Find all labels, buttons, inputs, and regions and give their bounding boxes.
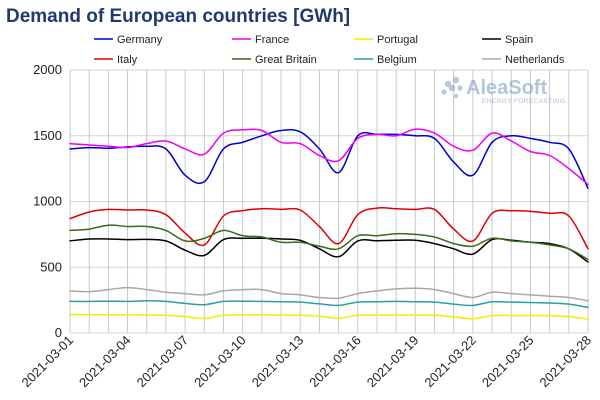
legend: Germany France Portugal Spain Italy Great Bri… bbox=[94, 34, 565, 66]
series-line-france bbox=[69, 128, 589, 186]
legend-item-germany: Germany bbox=[94, 34, 163, 46]
legend-item-france: France bbox=[232, 34, 289, 46]
legend-label: Netherlands bbox=[505, 54, 565, 66]
aleasoft-logo-icon bbox=[441, 76, 463, 99]
watermark-tagline: ENERGY FORECASTING bbox=[482, 98, 565, 105]
y-tick-label: 2000 bbox=[33, 62, 62, 77]
x-tick-label: 2021-03-28 bbox=[536, 333, 594, 391]
series-line-belgium bbox=[69, 300, 589, 309]
chart-title: Demand of European countries [GWh] bbox=[6, 6, 350, 27]
x-tick-label: 2021-03-10 bbox=[191, 333, 249, 391]
legend-item-portugal: Portugal bbox=[354, 34, 418, 46]
series-line-spain bbox=[69, 237, 589, 263]
x-tick-label: 2021-03-19 bbox=[364, 333, 422, 391]
y-axis-ticks: 0 500 1000 1500 2000 bbox=[33, 62, 62, 340]
x-tick-label: 2021-03-16 bbox=[306, 333, 364, 391]
x-tick-label: 2021-03-22 bbox=[421, 333, 479, 391]
legend-label: Germany bbox=[117, 34, 163, 46]
series-lines bbox=[69, 128, 589, 320]
legend-label: Italy bbox=[117, 54, 138, 66]
legend-item-belgium: Belgium bbox=[354, 54, 417, 66]
series-line-netherlands bbox=[69, 286, 589, 302]
x-tick-label: 2021-03-07 bbox=[134, 333, 192, 391]
x-tick-label: 2021-03-13 bbox=[249, 333, 307, 391]
series-line-great-britain bbox=[69, 224, 589, 261]
x-tick-label: 2021-03-25 bbox=[479, 333, 537, 391]
aleasoft-watermark: AleaSoft ENERGY FORECASTING bbox=[441, 76, 565, 105]
legend-item-spain: Spain bbox=[482, 34, 533, 46]
x-tick-label: 2021-03-04 bbox=[76, 333, 134, 391]
legend-item-netherlands: Netherlands bbox=[482, 54, 565, 66]
y-tick-label: 1500 bbox=[33, 128, 62, 143]
legend-label: Belgium bbox=[377, 54, 417, 66]
y-tick-label: 0 bbox=[55, 325, 62, 340]
legend-label: Great Britain bbox=[255, 54, 317, 66]
series-line-germany bbox=[69, 128, 589, 190]
series-line-portugal bbox=[69, 313, 589, 320]
watermark-brand: AleaSoft bbox=[466, 77, 547, 99]
y-tick-label: 500 bbox=[40, 259, 62, 274]
legend-label: Portugal bbox=[377, 34, 418, 46]
series-line-italy bbox=[69, 206, 589, 250]
legend-label: France bbox=[255, 34, 289, 46]
legend-label: Spain bbox=[505, 34, 533, 46]
legend-item-italy: Italy bbox=[94, 54, 138, 66]
y-tick-label: 1000 bbox=[33, 194, 62, 209]
x-tick-label: 2021-03-01 bbox=[18, 333, 76, 391]
x-axis-ticks: 2021-03-01 2021-03-04 2021-03-07 2021-03-10… bbox=[18, 333, 594, 391]
legend-item-great-britain: Great Britain bbox=[232, 54, 317, 66]
